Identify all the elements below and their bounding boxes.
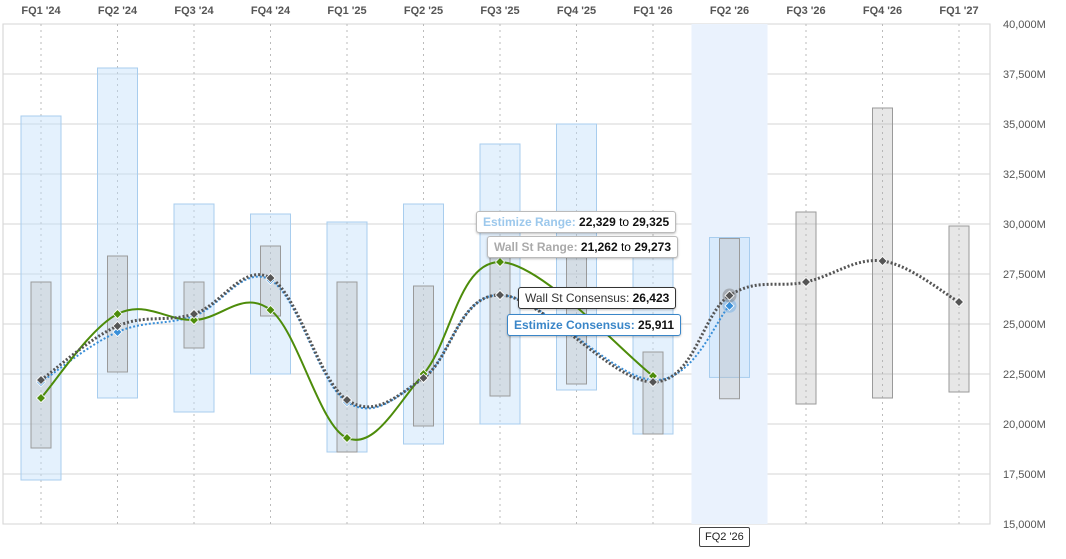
series-line-estimize	[40, 275, 731, 410]
y-axis-labels: 15,000M 17,500M 20,000M 22,500M 25,000M 27,50…	[1003, 19, 1046, 531]
point-wallst	[647, 376, 659, 388]
estimize-ranges	[20, 67, 750, 481]
wallst-range-bar	[30, 281, 52, 449]
point-wallst	[341, 394, 353, 406]
y-tick-label: 15,000M	[1003, 519, 1046, 531]
wallst-ranges	[30, 107, 970, 453]
x-tick-label: FQ3 '25	[480, 5, 519, 17]
point-wallst	[112, 320, 123, 332]
tooltip-wallst-range: Wall St Range: 21,262 to 29,273	[487, 236, 679, 258]
estimize-range-bar	[326, 221, 368, 453]
point-actual	[494, 256, 506, 268]
point-wallst	[35, 374, 47, 386]
point-wallst	[877, 255, 888, 267]
x-tick-label: FQ1 '27	[939, 5, 978, 17]
x-axis-labels: FQ1 '24 FQ2 '24 FQ3 '24 FQ4 '24 FQ1 '25 FQ2 '…	[21, 5, 978, 17]
point-wallst	[800, 276, 812, 288]
y-tick-label: 30,000M	[1003, 219, 1046, 231]
x-tick-label: FQ3 '24	[174, 5, 214, 17]
x-tick-label: FQ4 '25	[557, 5, 596, 17]
x-tick-label: FQ4 '24	[251, 5, 291, 17]
point-wallst	[188, 308, 200, 320]
y-tick-label: 40,000M	[1003, 19, 1046, 31]
x-tick-label: FQ3 '26	[786, 5, 825, 17]
point-actual	[265, 304, 276, 316]
wallst-range-bar	[336, 281, 358, 453]
point-actual	[188, 314, 200, 326]
y-tick-label: 17,500M	[1003, 469, 1046, 481]
point-wallst	[953, 296, 965, 308]
estimize-range-bar	[403, 203, 444, 445]
point-estimize	[112, 326, 123, 338]
wallst-range-bar	[642, 351, 664, 435]
y-tick-label: 35,000M	[1003, 119, 1046, 131]
point-wallst	[265, 272, 276, 284]
wallst-range-bar	[719, 238, 740, 400]
point-actual	[341, 432, 353, 444]
wallst-range-bar	[872, 107, 893, 399]
x-tick-label: FQ1 '26	[633, 5, 672, 17]
wallst-range-bar	[413, 285, 434, 427]
wallst-range-bar	[795, 211, 817, 405]
estimize-range-bar	[250, 213, 291, 375]
y-tick-label: 20,000M	[1003, 419, 1046, 431]
point-actual	[35, 392, 47, 404]
y-tick-label: 25,000M	[1003, 319, 1046, 331]
tooltip-estimize-consensus: Estimize Consensus: 25,911	[507, 314, 682, 336]
grid	[2, 23, 991, 525]
estimize-range-bar	[632, 243, 674, 435]
x-tick-label: FQ2 '26	[710, 5, 749, 17]
y-tick-label: 22,500M	[1003, 369, 1046, 381]
estimize-range-bar	[20, 115, 62, 481]
x-tick-label: FQ1 '24	[21, 5, 61, 17]
point-actual	[112, 308, 123, 320]
x-tick-label: FQ4 '26	[863, 5, 902, 17]
point-wallst	[418, 372, 429, 384]
point-wallst	[724, 290, 735, 301]
y-tick-label: 32,500M	[1003, 169, 1046, 181]
series-points	[35, 255, 965, 444]
y-tick-label: 37,500M	[1003, 69, 1046, 81]
tooltip-estimize-range: Estimize Range: 22,329 to 29,325	[476, 211, 677, 233]
point-wallst	[494, 289, 506, 301]
tooltip-wallst-consensus: Wall St Consensus: 26,423	[518, 287, 677, 309]
x-crosshair-label: FQ2 '26	[699, 527, 750, 547]
estimize-range-bar	[97, 67, 138, 399]
y-tick-label: 27,500M	[1003, 269, 1046, 281]
highlight-column	[691, 24, 768, 524]
wallst-range-bar	[948, 225, 970, 393]
highlight-layer	[691, 24, 768, 524]
point-estimize	[724, 300, 735, 311]
x-tick-label: FQ1 '25	[327, 5, 366, 17]
x-tick-label: FQ2 '25	[404, 5, 443, 17]
x-tick-label: FQ2 '24	[98, 5, 138, 17]
estimize-range-bar	[479, 143, 521, 425]
